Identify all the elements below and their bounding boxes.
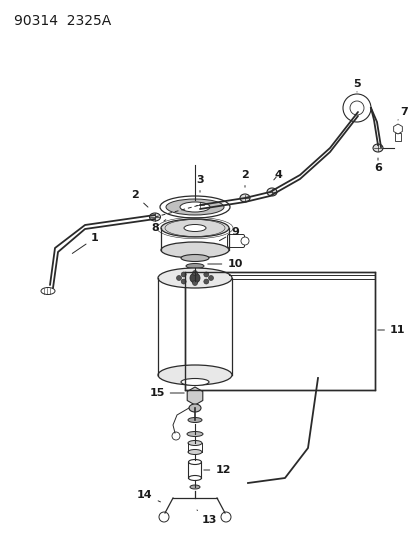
Text: 13: 13: [197, 510, 216, 525]
Circle shape: [221, 512, 230, 522]
Bar: [394, 133, 400, 141]
Circle shape: [203, 279, 208, 284]
Text: 10: 10: [207, 259, 242, 269]
Text: 12: 12: [203, 465, 230, 475]
Text: 6: 6: [373, 158, 381, 173]
Ellipse shape: [185, 263, 204, 269]
Ellipse shape: [166, 199, 223, 215]
Text: 4: 4: [273, 170, 281, 180]
Ellipse shape: [158, 365, 231, 385]
Ellipse shape: [372, 144, 382, 152]
Circle shape: [192, 280, 197, 286]
Text: 11: 11: [377, 325, 404, 335]
Text: 90314  2325A: 90314 2325A: [14, 14, 111, 28]
FancyBboxPatch shape: [227, 235, 244, 247]
Circle shape: [181, 279, 186, 284]
Text: 5: 5: [352, 79, 360, 92]
Ellipse shape: [189, 404, 201, 412]
Text: 7: 7: [397, 107, 407, 120]
Text: 8: 8: [151, 220, 165, 233]
Text: 3: 3: [196, 175, 203, 192]
Ellipse shape: [182, 269, 207, 275]
Ellipse shape: [188, 449, 202, 455]
Ellipse shape: [188, 459, 201, 464]
Ellipse shape: [266, 188, 276, 196]
Text: 1: 1: [72, 233, 99, 253]
Ellipse shape: [180, 378, 209, 385]
Circle shape: [190, 273, 199, 283]
Circle shape: [349, 101, 363, 115]
Ellipse shape: [240, 194, 249, 202]
Circle shape: [208, 276, 213, 280]
Circle shape: [176, 276, 181, 280]
Ellipse shape: [190, 485, 199, 489]
Circle shape: [171, 432, 180, 440]
Circle shape: [192, 271, 197, 276]
Ellipse shape: [180, 254, 209, 262]
Ellipse shape: [187, 432, 202, 437]
Ellipse shape: [41, 287, 55, 295]
Circle shape: [342, 94, 370, 122]
Ellipse shape: [159, 196, 230, 218]
Text: 9: 9: [219, 227, 238, 241]
Text: 2: 2: [240, 170, 248, 187]
Circle shape: [203, 272, 208, 277]
Circle shape: [159, 512, 169, 522]
Circle shape: [240, 237, 248, 245]
Ellipse shape: [188, 440, 202, 446]
Ellipse shape: [180, 202, 209, 212]
Ellipse shape: [188, 475, 201, 481]
Text: 14: 14: [137, 490, 160, 502]
Ellipse shape: [183, 224, 206, 231]
Ellipse shape: [158, 268, 231, 288]
Ellipse shape: [161, 219, 228, 237]
Ellipse shape: [149, 213, 160, 221]
Text: 15: 15: [149, 388, 184, 398]
Ellipse shape: [188, 417, 202, 423]
Ellipse shape: [195, 201, 204, 209]
Circle shape: [181, 272, 186, 277]
Text: 2: 2: [131, 190, 147, 207]
Ellipse shape: [161, 242, 228, 258]
Bar: [185, 272, 374, 390]
